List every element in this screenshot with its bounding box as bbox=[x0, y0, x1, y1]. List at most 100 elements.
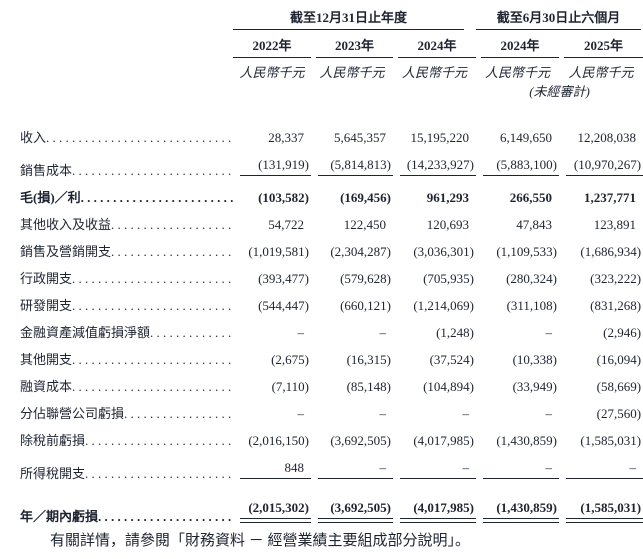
table-row-cost-of-sales: 銷售成本 (131,919) (5,814,813) (14,233,927) … bbox=[20, 145, 643, 178]
unaudited-note: (未經審計) bbox=[529, 84, 590, 99]
row-label: 其他開支 bbox=[20, 352, 73, 367]
row-label: 除稅前虧損 bbox=[20, 433, 86, 448]
cell-value: (1,430,859) bbox=[476, 481, 560, 524]
cell-value: – bbox=[379, 406, 387, 421]
year-header-2025-interim: 2025年 bbox=[559, 30, 643, 58]
cell-value: (7,110) bbox=[271, 379, 309, 394]
cell-value: (311,108) bbox=[506, 298, 558, 313]
cell-value: (1,109,533) bbox=[496, 244, 558, 259]
column-group-interim: 截至6月30日止六個月 bbox=[476, 6, 643, 30]
table-row-impairment-losses: 金融資產減值虧損淨額 – – (1,248) – (2,946) bbox=[20, 313, 643, 340]
dot-leader bbox=[98, 509, 233, 524]
row-label: 所得稅開支 bbox=[20, 466, 86, 481]
dot-leader bbox=[72, 379, 233, 394]
cell-value: 54,722 bbox=[268, 217, 304, 232]
row-label: 研發開支 bbox=[20, 298, 73, 313]
row-label: 金融資產減值虧損淨額 bbox=[20, 325, 151, 340]
cell-value: (1,430,859) bbox=[496, 433, 558, 448]
dot-leader bbox=[124, 406, 233, 421]
cell-value: (33,949) bbox=[512, 379, 558, 394]
dot-leader bbox=[72, 163, 233, 178]
unit-label: 人民幣千元 bbox=[568, 65, 634, 80]
unit-label: 人民幣千元 bbox=[319, 65, 385, 80]
table-row-other-income: 其他收入及收益 54,722 122,450 120,693 47,843 12… bbox=[20, 205, 643, 232]
cell-value: 266,550 bbox=[509, 190, 553, 205]
empty-cell bbox=[20, 30, 233, 58]
cell-value: (3,692,505) bbox=[330, 433, 391, 448]
unit-label: 人民幣千元 bbox=[402, 65, 468, 80]
cell-value: (104,894) bbox=[423, 379, 475, 394]
cell-value: 15,195,220 bbox=[410, 130, 470, 145]
cell-value: – bbox=[545, 406, 553, 421]
table-row-gross-profit-loss: 毛(損)／利 (103,582) (169,456) 961,293 266,5… bbox=[20, 178, 643, 205]
table-row-selling-expenses: 銷售及營銷開支 (1,019,581) (2,304,287) (3,036,3… bbox=[20, 232, 643, 259]
row-label: 其他收入及收益 bbox=[20, 217, 112, 232]
table-header: 截至12月31日止年度 截至6月30日止六個月 2022年 2023年 2024… bbox=[20, 6, 643, 99]
cell-value: (3,692,505) bbox=[311, 481, 393, 524]
row-label: 融資成本 bbox=[20, 379, 73, 394]
cell-value: (5,883,100) bbox=[476, 145, 560, 178]
cell-value: (1,585,031) bbox=[559, 481, 643, 524]
dot-leader bbox=[85, 433, 233, 448]
cell-value: (27,560) bbox=[596, 406, 642, 421]
cell-value: 123,891 bbox=[593, 217, 637, 232]
cell-value: (579,628) bbox=[340, 271, 391, 286]
cell-value: (10,970,267) bbox=[559, 145, 643, 178]
cell-value: (323,222) bbox=[590, 271, 642, 286]
cell-value: (2,946) bbox=[603, 325, 642, 340]
cell-value: – bbox=[379, 325, 387, 340]
cell-value: – bbox=[311, 448, 393, 481]
cell-value: (3,036,301) bbox=[413, 244, 475, 259]
column-group-row: 截至12月31日止年度 截至6月30日止六個月 bbox=[20, 6, 643, 30]
empty-corner-cell bbox=[20, 6, 233, 30]
cell-value: (16,315) bbox=[346, 352, 391, 367]
cell-value: – bbox=[545, 325, 553, 340]
cell-value: (831,268) bbox=[590, 298, 642, 313]
table-row-finance-costs: 融資成本 (7,110) (85,148) (104,894) (33,949)… bbox=[20, 367, 643, 394]
cell-value: (37,524) bbox=[429, 352, 475, 367]
unit-label: 人民幣千元 bbox=[239, 65, 305, 80]
row-label: 收入 bbox=[20, 130, 47, 145]
table-row-other-expenses: 其他開支 (2,675) (16,315) (37,524) (10,338) … bbox=[20, 340, 643, 367]
column-group-interim-label: 截至6月30日止六個月 bbox=[476, 10, 642, 30]
cell-value: – bbox=[476, 448, 560, 481]
cell-value: (4,017,985) bbox=[393, 481, 477, 524]
cell-value: (1,248) bbox=[436, 325, 475, 340]
year-header-2022: 2022年 bbox=[233, 30, 311, 58]
cell-value: (58,669) bbox=[596, 379, 642, 394]
table-body: 收入 28,337 5,645,357 15,195,220 6,149,650… bbox=[20, 99, 643, 524]
cell-value: 28,337 bbox=[268, 130, 304, 145]
row-label: 行政開支 bbox=[20, 271, 73, 286]
row-label: 分佔聯營公司虧損 bbox=[20, 406, 125, 421]
table-row-loss-for-the-period: 年／期內虧損 (2,015,302) (3,692,505) (4,017,98… bbox=[20, 481, 643, 524]
table-row-loss-before-tax: 除稅前虧損 (2,016,150) (3,692,505) (4,017,985… bbox=[20, 421, 643, 448]
cell-value: (10,338) bbox=[512, 352, 558, 367]
dot-leader bbox=[111, 244, 233, 259]
cell-value: (2,304,287) bbox=[330, 244, 391, 259]
table-row-income-tax: 所得稅開支 848 – – – – bbox=[20, 448, 643, 481]
cell-value: (169,456) bbox=[340, 190, 391, 205]
row-label: 銷售成本 bbox=[20, 163, 73, 178]
cell-value: 848 bbox=[233, 448, 311, 481]
dot-leader bbox=[72, 352, 233, 367]
cell-value: (1,585,031) bbox=[580, 433, 642, 448]
cell-value: 120,693 bbox=[426, 217, 470, 232]
cell-value: (280,324) bbox=[506, 271, 558, 286]
cell-value: (131,919) bbox=[233, 145, 311, 178]
footer-reference-note: 有關詳情，請參閱「財務資料 － 經營業績主要組成部分說明」。 bbox=[50, 533, 471, 549]
cell-value: 5,645,357 bbox=[334, 130, 386, 145]
column-group-annual-label: 截至12月31日止年度 bbox=[233, 10, 465, 30]
year-header-row: 2022年 2023年 2024年 2024年 2025年 bbox=[20, 30, 643, 58]
empty-cell bbox=[20, 58, 233, 80]
dot-leader bbox=[72, 271, 233, 286]
year-header-2024: 2024年 bbox=[393, 30, 477, 58]
year-header-2023: 2023年 bbox=[311, 30, 393, 58]
table-row-revenue: 收入 28,337 5,645,357 15,195,220 6,149,650… bbox=[20, 99, 643, 145]
cell-value: – bbox=[559, 448, 643, 481]
table-row-admin-expenses: 行政開支 (393,477) (579,628) (705,935) (280,… bbox=[20, 259, 643, 286]
empty-cell bbox=[20, 80, 233, 99]
cell-value: – bbox=[297, 325, 305, 340]
cell-value: 47,843 bbox=[516, 217, 553, 232]
dot-leader bbox=[46, 130, 233, 145]
